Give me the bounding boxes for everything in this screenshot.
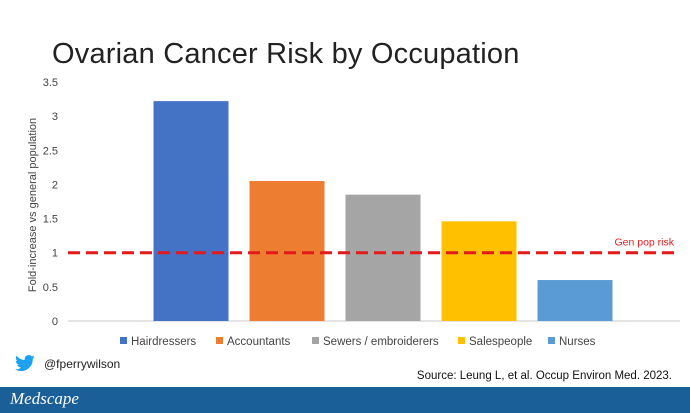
legend-label: Sewers / embroiderers bbox=[323, 336, 439, 348]
legend: Hairdressers Accountants Sewers / embroide… bbox=[120, 336, 596, 348]
y-tick-label: 2.5 bbox=[43, 145, 58, 157]
legend-swatch bbox=[458, 337, 465, 344]
legend-item: Nurses bbox=[548, 336, 596, 348]
legend-swatch bbox=[312, 337, 319, 344]
legend-label: Accountants bbox=[227, 336, 291, 348]
bar-hairdressers bbox=[153, 101, 229, 322]
handle-text: @fperrywilson bbox=[44, 357, 121, 371]
y-tick-label: 0.5 bbox=[43, 282, 58, 294]
bar-nurses bbox=[537, 280, 613, 321]
y-tick-label: 0 bbox=[52, 316, 58, 328]
legend-item: Sewers / embroiderers bbox=[312, 336, 439, 348]
legend-swatch bbox=[216, 337, 223, 344]
y-axis-label: Fold-increase vs general population bbox=[27, 118, 39, 292]
y-tick-label: 1 bbox=[52, 248, 58, 260]
legend-swatch bbox=[120, 337, 127, 344]
bars bbox=[153, 101, 613, 322]
bar-sewers-embroiderers bbox=[345, 194, 421, 321]
y-tick-label: 3 bbox=[52, 111, 58, 123]
y-tick-label: 1.5 bbox=[43, 214, 58, 226]
bar-salespeople bbox=[441, 221, 517, 321]
legend-item: Hairdressers bbox=[120, 336, 196, 348]
y-tick-label: 2 bbox=[52, 179, 58, 191]
y-axis-ticks: 0 0.5 1 1.5 2 2.5 3 3.5 bbox=[43, 77, 58, 328]
source-citation: Source: Leung L, et al. Occup Environ Me… bbox=[416, 370, 672, 382]
legend-swatch bbox=[548, 337, 555, 344]
reference-line-label: Gen pop risk bbox=[614, 237, 674, 249]
twitter-bird-icon bbox=[15, 355, 35, 372]
bar-accountants bbox=[249, 181, 325, 321]
legend-label: Hairdressers bbox=[131, 336, 196, 348]
legend-item: Salespeople bbox=[458, 336, 532, 348]
legend-item: Accountants bbox=[216, 336, 291, 348]
legend-label: Nurses bbox=[559, 336, 596, 348]
legend-label: Salespeople bbox=[469, 336, 532, 348]
medscape-logo: Medscape bbox=[10, 389, 79, 408]
footer-bar: Medscape bbox=[0, 387, 690, 413]
y-tick-label: 3.5 bbox=[43, 77, 58, 89]
chart-title: Ovarian Cancer Risk by Occupation bbox=[52, 38, 520, 70]
social-handle: @fperrywilson bbox=[14, 352, 120, 376]
